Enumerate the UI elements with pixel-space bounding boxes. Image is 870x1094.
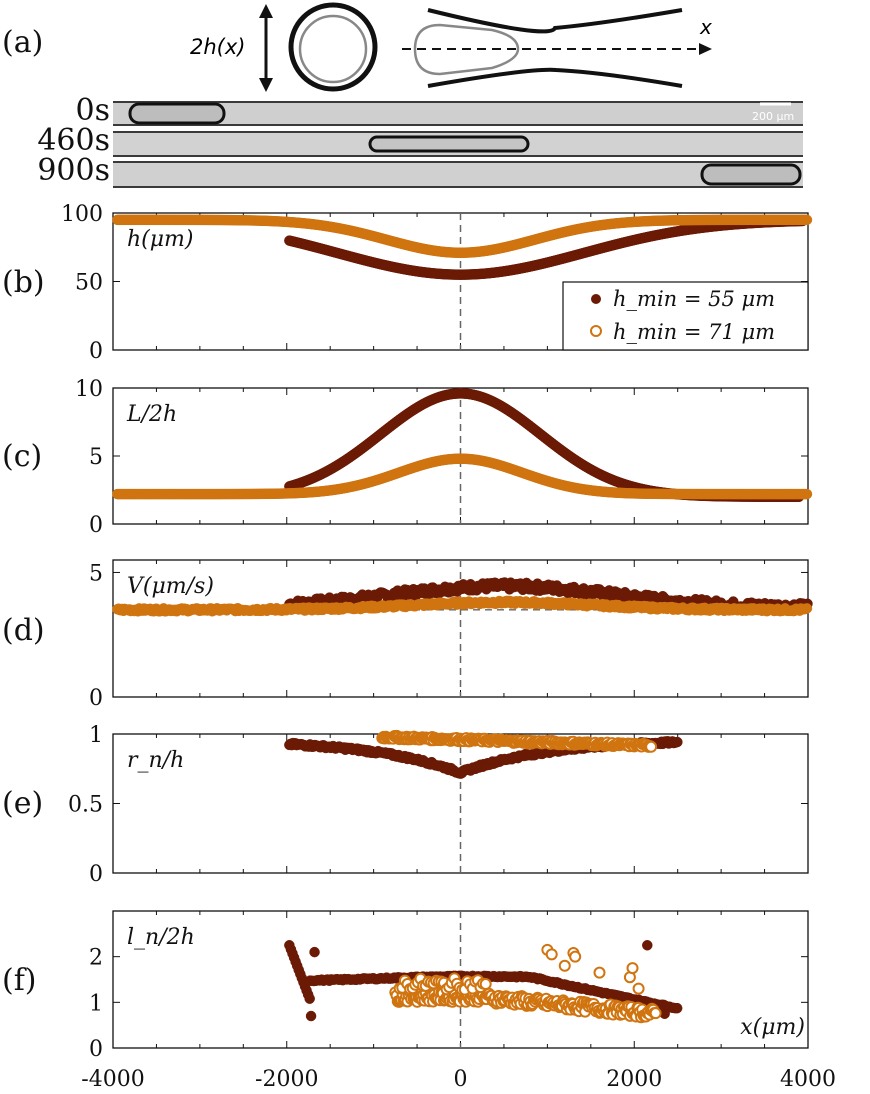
y-axis-label: V(μm/s)	[127, 574, 214, 599]
bubble-0s	[128, 102, 226, 125]
bubble-900s	[700, 163, 802, 186]
data-point	[801, 603, 813, 614]
legend-label-dark: h_min = 55 μm	[613, 287, 775, 311]
data-point	[642, 940, 653, 951]
time-label-1: 460s	[37, 123, 110, 158]
y-axis-label: l_n/2h	[127, 925, 195, 950]
panel-a: (a) 2h(x) x 200 μm	[2, 2, 803, 188]
y-tick-label: 5	[89, 445, 103, 470]
data-point	[632, 982, 645, 995]
y-axis-label: r_n/h	[127, 748, 184, 773]
y-tick-label: 0	[89, 862, 103, 887]
y-tick-label: 1	[89, 991, 103, 1016]
y-tick-label: 0	[89, 1037, 103, 1062]
legend-box	[562, 281, 809, 351]
x-axis-label: x(μm)	[740, 1015, 805, 1040]
series-hmin-71	[112, 595, 813, 617]
y-axis-label: h(μm)	[127, 227, 194, 252]
x-tick-label: 2000	[606, 1067, 662, 1092]
panel-a-label: (a)	[2, 25, 43, 60]
channel-top-wall	[427, 8, 683, 34]
scale-bar-label: 200 μm	[752, 110, 794, 123]
x-tick-label: -4000	[81, 1067, 144, 1092]
bubble-sketch	[413, 23, 520, 76]
data-point	[304, 993, 315, 1004]
data-point	[309, 946, 320, 958]
data-point	[672, 736, 683, 748]
y-tick-label: 0	[89, 513, 103, 538]
y-tick-label: 0	[89, 339, 103, 364]
y-tick-label: 2	[89, 946, 103, 971]
series-hmin-71	[112, 453, 813, 500]
panel-e: 0 0.5 1 (e) r_n/h	[2, 723, 809, 887]
data-point	[626, 962, 639, 975]
y-tick-label: 50	[75, 271, 103, 296]
bubble-cross-section	[298, 14, 368, 84]
panel-label: (b)	[2, 265, 45, 300]
panel-c: 0 5 10 (c) L/2h	[2, 377, 813, 538]
x-direction-label: x	[699, 15, 712, 39]
data-point	[305, 1010, 317, 1022]
data-point	[545, 948, 558, 961]
legend-marker-orange	[590, 325, 602, 337]
time-label-0: 0s	[76, 93, 110, 128]
y-tick-label: 1	[89, 723, 103, 748]
series-hmin-55	[284, 215, 808, 280]
data-point	[479, 978, 492, 991]
x-tick-label: -2000	[255, 1067, 318, 1092]
y-tick-label: 0.5	[68, 793, 103, 818]
series-hmin-71	[389, 943, 662, 1024]
panel-label: (d)	[2, 613, 45, 648]
data-point	[569, 950, 582, 963]
legend-marker-dark	[591, 294, 601, 304]
legend: h_min = 55 μm h_min = 71 μm	[562, 281, 809, 351]
double-arrow-icon	[259, 4, 273, 92]
data-point	[593, 966, 606, 979]
x-tick-label: 0	[454, 1067, 468, 1092]
data-point	[649, 1007, 662, 1020]
micrograph-strips: 200 μm 0s 460s 900s	[37, 93, 803, 188]
panel-label: (c)	[2, 439, 42, 474]
y-tick-label: 100	[61, 202, 103, 227]
panel-d: 0 5 (d) V(μm/s)	[2, 559, 813, 711]
channel-height-label: 2h(x)	[190, 35, 245, 59]
panel-f: 0 1 2 -4000 -2000 0 2000 4000 (f) l_n/2h x(μm)	[2, 910, 836, 1092]
legend-label-orange: h_min = 71 μm	[613, 320, 775, 344]
data-point	[801, 214, 813, 226]
y-tick-label: 5	[89, 561, 103, 586]
series-hmin-71	[376, 729, 658, 753]
bubble-460s	[368, 135, 530, 153]
arrow-head-icon	[699, 43, 712, 55]
series-hmin-71	[112, 214, 813, 258]
x-tick-label: 4000	[780, 1067, 836, 1092]
strip-0s	[113, 101, 803, 126]
plot-frame	[112, 733, 809, 874]
panel-label: (e)	[2, 786, 43, 821]
data-point	[645, 740, 658, 753]
panel-label: (f)	[2, 963, 37, 998]
panel-b: 0 50 100 (b) h(μm) h_min = 55 μm h_min = 71 μm	[2, 202, 813, 364]
data-point	[671, 1002, 683, 1014]
y-axis-label: L/2h	[126, 402, 177, 427]
data-point	[558, 959, 571, 972]
time-label-2: 900s	[37, 153, 110, 188]
strip-900s	[113, 161, 803, 188]
y-tick-label: 0	[89, 686, 103, 711]
y-tick-label: 10	[75, 377, 103, 402]
data-point	[801, 488, 813, 500]
channel-cross-section	[288, 2, 378, 92]
channel-bottom-wall	[427, 67, 683, 88]
